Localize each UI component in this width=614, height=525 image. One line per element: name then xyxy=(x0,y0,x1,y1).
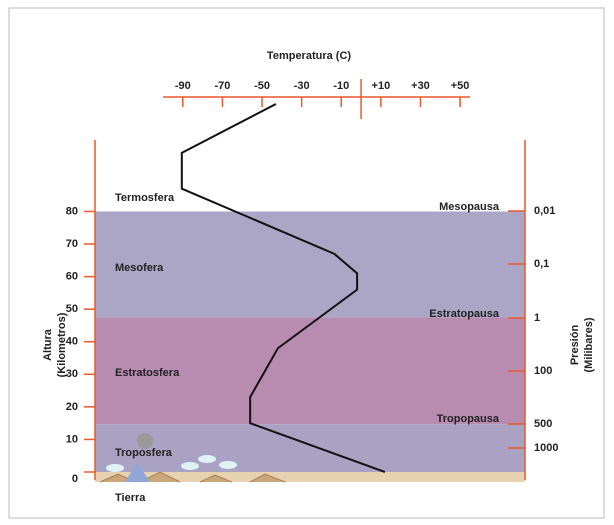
y-tick-label: 0 xyxy=(72,473,78,485)
x-tick-label: -50 xyxy=(254,80,270,92)
chart-title: Temperatura (C) xyxy=(267,50,351,62)
layer-label: Mesofera xyxy=(115,262,164,274)
cloud xyxy=(181,462,199,470)
y-tick-label: 50 xyxy=(66,303,78,315)
cloud xyxy=(219,461,237,469)
cloud xyxy=(198,455,216,463)
y-tick-label: 60 xyxy=(66,271,78,283)
x-tick-label: -30 xyxy=(294,80,310,92)
y2-tick-label: 1 xyxy=(534,312,540,324)
x-tick-label: +30 xyxy=(411,80,430,92)
y-tick-label: 80 xyxy=(66,205,78,217)
x-tick-label: -10 xyxy=(333,80,349,92)
y2-tick-label: 0,1 xyxy=(534,258,549,270)
y-tick-label: 40 xyxy=(66,336,78,348)
cloud xyxy=(106,464,124,472)
y2-tick-label: 100 xyxy=(534,365,552,377)
y2-axis-label: (Milibares) xyxy=(583,317,595,372)
y2-tick-label: 0,01 xyxy=(534,205,555,217)
y-tick-label: 10 xyxy=(66,433,78,445)
chart: Temperatura (C) Altura (Kilometros) Pres… xyxy=(0,0,614,525)
boundary-label: Mesopausa xyxy=(439,201,500,213)
layer-label: Troposfera xyxy=(115,447,173,459)
y-tick-label: 70 xyxy=(66,238,78,250)
boundary-label: Tropopausa xyxy=(437,413,500,425)
y-tick-label: 20 xyxy=(66,401,78,413)
y-axis-label: Altura xyxy=(42,328,54,361)
y-tick-label: 30 xyxy=(66,368,78,380)
layer-label: Estratosfera xyxy=(115,367,180,379)
y2-tick-label: 500 xyxy=(534,418,552,430)
x-tick-label: +50 xyxy=(451,80,470,92)
y2-axis-label: Presión xyxy=(569,325,581,366)
boundary-label: Estratopausa xyxy=(429,308,500,320)
layer-label: Termosfera xyxy=(115,192,175,204)
layer-label: Tierra xyxy=(115,492,146,504)
x-tick-label: -70 xyxy=(214,80,230,92)
y2-tick-label: 1000 xyxy=(534,442,558,454)
x-tick-label: +10 xyxy=(372,80,391,92)
x-tick-label: -90 xyxy=(175,80,191,92)
